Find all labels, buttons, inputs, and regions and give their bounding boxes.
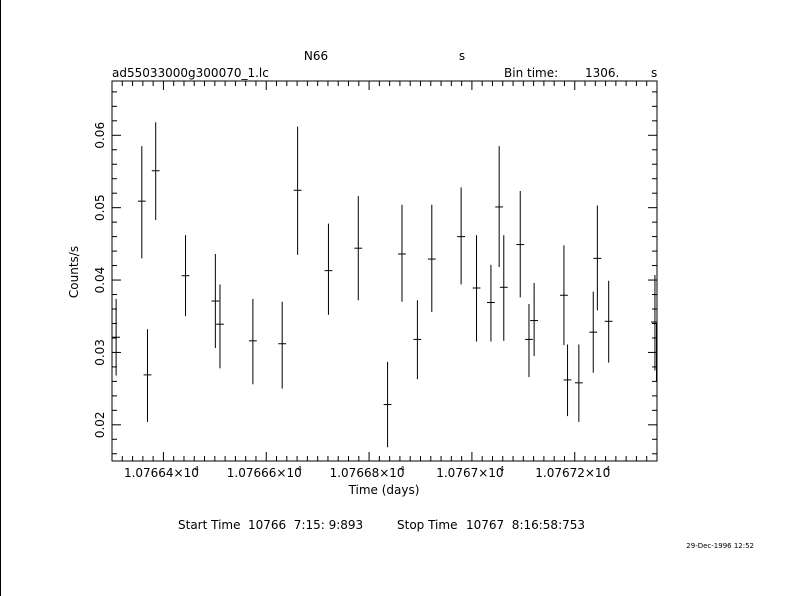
x-tick-label: 1.07672×10 [535,466,610,480]
data-point [137,146,146,259]
data-points [112,122,657,448]
bin-time-unit: s [651,66,657,80]
data-point [248,298,257,385]
data-point [293,126,302,255]
object-name: N66 [304,49,328,63]
data-point [495,146,504,268]
bin-time-label: Bin time: [504,66,558,80]
y-tick-label: 0.02 [93,411,107,438]
data-point [516,191,525,298]
y-tick-label: 0.05 [93,194,107,221]
timestamp: 29-Dec-1996 12:52 [686,542,754,550]
data-point [143,329,152,422]
data-point [112,298,121,376]
data-point [651,274,657,371]
file-name: ad55033000g300070_1.lc [112,66,269,80]
data-point [181,235,190,317]
start-time-value: 10766 7:15: 9:893 [248,518,363,532]
data-point [324,223,333,315]
data-point [560,245,568,346]
data-point [530,282,539,357]
stop-time-value: 10767 8:16:58:753 [466,518,585,532]
data-point [487,264,495,342]
data-point [216,284,224,369]
x-tick-exponent: 4 [194,465,199,473]
y-axis-ticks: 0.02 0.03 0.04 0.05 0.06 [93,91,657,455]
data-point [604,280,613,363]
data-point [652,323,657,382]
x-tick-exponent: 4 [606,465,611,473]
data-point [574,344,583,422]
data-point [457,187,466,285]
x-tick-exponent: 4 [500,465,505,473]
y-tick-label: 0.04 [93,267,107,294]
y-tick-label: 0.06 [93,122,107,149]
x-tick-exponent: 4 [297,465,302,473]
bin-time-value: 1306. [585,66,619,80]
data-point [499,235,508,341]
data-point [398,204,406,302]
left-border [0,0,1,596]
data-point [413,300,422,380]
data-point [354,196,363,301]
data-point [211,253,220,349]
data-point [563,344,572,417]
stop-time-label: Stop Time [397,518,457,532]
data-point [278,301,287,389]
data-point [427,204,436,312]
data-point [525,303,533,378]
top-unit: s [459,49,465,63]
plot-frame [111,80,658,462]
data-point [593,205,602,311]
x-axis-label: Time (days) [348,483,420,497]
data-point [383,361,392,448]
y-axis-label: Counts/s [67,246,81,298]
data-point [151,122,160,220]
x-tick-label: 1.07666×10 [227,466,302,480]
data-point [472,235,481,342]
x-axis-ticks: 1.07664×104 1.07666×104 1.07668×104 1.0767×… [111,81,658,480]
start-time-label: Start Time [178,518,241,532]
data-point [589,291,598,373]
x-tick-label: 1.0767×10 [436,466,503,480]
x-tick-exponent: 4 [400,465,405,473]
x-tick-label: 1.07668×10 [330,466,405,480]
y-tick-label: 0.03 [93,339,107,366]
x-tick-label: 1.07664×10 [124,466,199,480]
